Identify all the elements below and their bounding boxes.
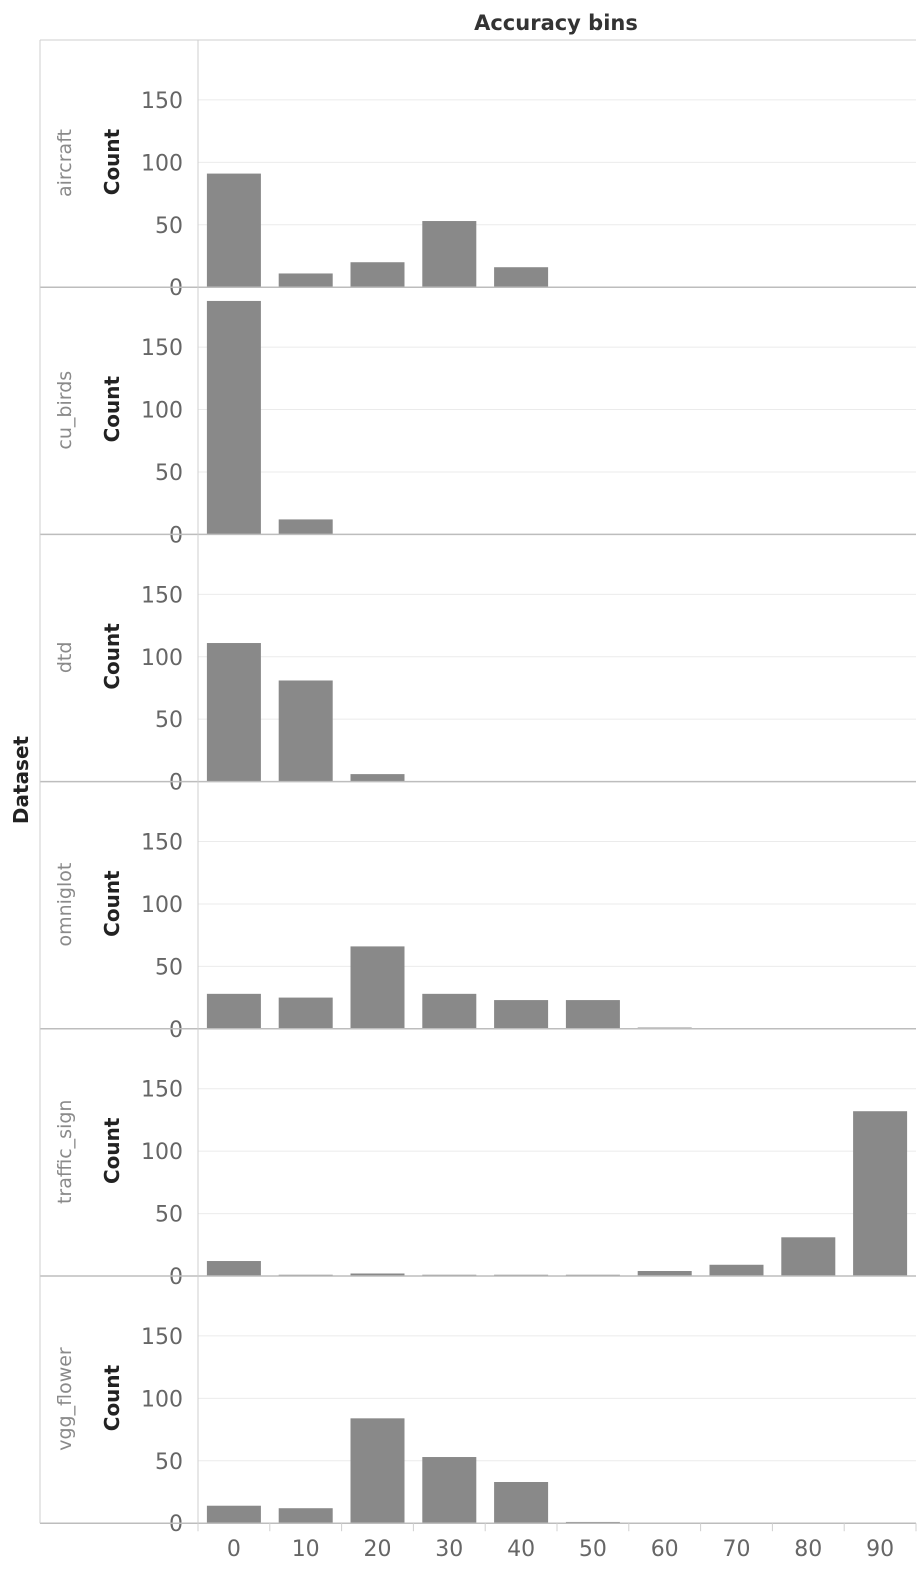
y-tick-label: 150: [141, 583, 183, 608]
facet-label: dtd: [54, 642, 76, 674]
facet-label: omniglot: [54, 863, 76, 947]
y-tick-label: 100: [141, 1140, 183, 1165]
facet-label: cu_birds: [54, 371, 76, 450]
bar-aircraft-0: [206, 173, 261, 288]
bar-omniglot-10: [278, 997, 333, 1029]
bar-traffic_sign-0: [206, 1261, 261, 1276]
bar-vgg_flower-20: [350, 1418, 405, 1524]
bar-aircraft-30: [422, 221, 477, 288]
facet-panel-cu_birds: 0 50 100 150 cu_birds Count: [40, 300, 916, 548]
y-tick-label: 150: [141, 89, 183, 114]
y-tick-label: 100: [141, 1387, 183, 1412]
x-tick-label: 0: [227, 1537, 241, 1562]
bar-omniglot-0: [206, 993, 261, 1029]
bar-aircraft-10: [278, 273, 333, 288]
facet-label: aircraft: [54, 129, 76, 197]
x-tick-label: 70: [723, 1537, 751, 1562]
y-axis-label: Count: [100, 376, 124, 443]
x-tick-label: 60: [651, 1537, 679, 1562]
bar-dtd-20: [350, 774, 405, 782]
bar-omniglot-30: [422, 993, 477, 1029]
bar-dtd-0: [206, 643, 261, 782]
y-tick-label: 0: [169, 771, 183, 796]
x-tick-label: 80: [794, 1537, 822, 1562]
y-tick-label: 0: [169, 1018, 183, 1043]
x-tick-label: 30: [435, 1537, 463, 1562]
bar-cu_birds-10: [278, 519, 333, 535]
bar-aircraft-20: [350, 262, 405, 288]
x-tick-label: 90: [866, 1537, 894, 1562]
facet-panel-traffic_sign: 0 50 100 150 traffic_sign Count: [40, 1078, 916, 1290]
y-tick-label: 0: [169, 1512, 183, 1537]
y-tick-label: 100: [141, 399, 183, 424]
x-tick-label: 20: [364, 1537, 392, 1562]
facet-panel-omniglot: 0 50 100 150 omniglot Count: [40, 831, 916, 1043]
bar-dtd-10: [278, 680, 333, 782]
x-tick-label: 40: [507, 1537, 535, 1562]
y-axis-label: Count: [100, 1117, 124, 1184]
y-tick-label: 50: [155, 955, 183, 980]
facet-panel-vgg_flower: 0 50 100 150 vgg_flower Count: [40, 1325, 916, 1537]
y-axis-label: Count: [100, 870, 124, 937]
y-tick-label: 100: [141, 151, 183, 176]
bar-vgg_flower-40: [494, 1482, 549, 1524]
y-tick-label: 0: [169, 276, 183, 301]
y-tick-label: 50: [155, 1450, 183, 1475]
y-tick-label: 0: [169, 1265, 183, 1290]
y-tick-label: 50: [155, 1203, 183, 1228]
bar-traffic_sign-70: [709, 1264, 764, 1276]
facet-label: vgg_flower: [54, 1347, 76, 1451]
y-axis-label: Count: [100, 623, 124, 690]
y-tick-label: 150: [141, 1325, 183, 1350]
y-tick-label: 50: [155, 461, 183, 486]
y-tick-label: 50: [155, 708, 183, 733]
y-tick-label: 150: [141, 1078, 183, 1103]
y-tick-label: 100: [141, 893, 183, 918]
bar-omniglot-40: [494, 1000, 549, 1029]
y-tick-label: 50: [155, 214, 183, 239]
x-tick-label: 10: [292, 1537, 320, 1562]
bar-omniglot-20: [350, 946, 405, 1029]
bar-traffic_sign-80: [781, 1237, 836, 1276]
facet-label: traffic_sign: [54, 1100, 76, 1205]
y-tick-label: 0: [169, 523, 183, 548]
bar-omniglot-50: [565, 1000, 620, 1029]
column-title: Accuracy bins: [474, 11, 638, 35]
bar-aircraft-40: [494, 267, 549, 288]
facet-panel-dtd: 0 50 100 150 dtd Count: [40, 583, 916, 796]
bar-vgg_flower-10: [278, 1508, 333, 1524]
bar-vgg_flower-30: [422, 1457, 477, 1524]
bar-traffic_sign-90: [853, 1111, 908, 1276]
x-tick-label: 50: [579, 1537, 607, 1562]
y-tick-label: 100: [141, 646, 183, 671]
y-axis-label: Count: [100, 1364, 124, 1431]
row-field-label: Dataset: [9, 735, 33, 824]
bar-traffic_sign-60: [637, 1271, 692, 1276]
bar-vgg_flower-0: [206, 1505, 261, 1524]
y-tick-label: 150: [141, 336, 183, 361]
bar-cu_birds-0: [206, 300, 261, 535]
facet-panel-aircraft: 0 50 100 150 aircraft Count: [40, 89, 916, 301]
y-axis-label: Count: [100, 128, 124, 195]
y-tick-label: 150: [141, 831, 183, 856]
bar-traffic_sign-20: [350, 1273, 405, 1276]
